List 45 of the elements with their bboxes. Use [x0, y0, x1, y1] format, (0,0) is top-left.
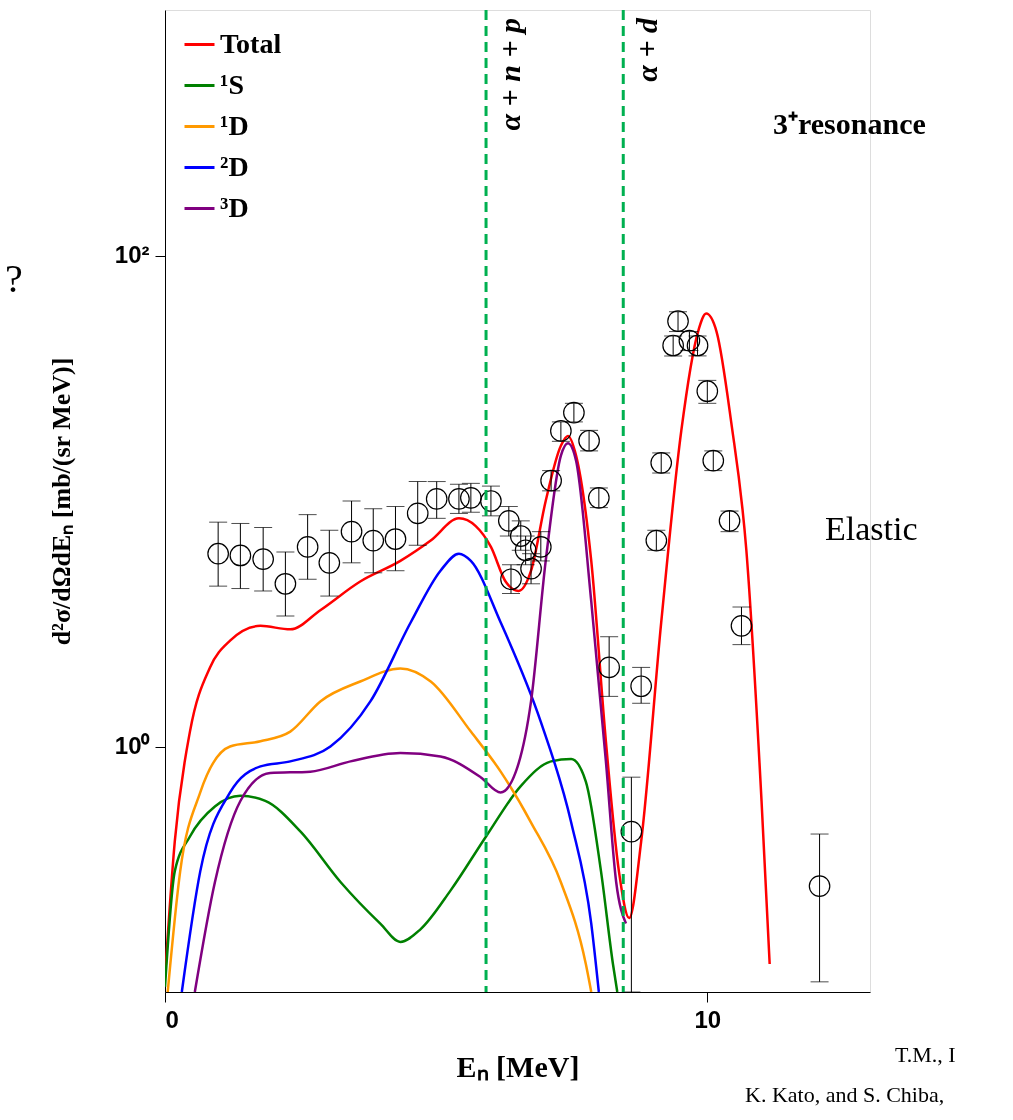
- text: T.M., I: [895, 1042, 956, 1067]
- point: [460, 487, 482, 509]
- point: [730, 615, 753, 637]
- point: [448, 488, 470, 510]
- y-tick-label: 10⁰: [114, 732, 151, 759]
- legend-label: Total: [220, 27, 282, 59]
- line-series: [166, 667, 593, 992]
- point: [425, 488, 448, 510]
- line-series: [193, 441, 628, 992]
- line-series: [165, 757, 619, 992]
- point: [480, 490, 502, 512]
- point: [274, 572, 297, 595]
- annotation: Elastic: [825, 510, 918, 547]
- point: [252, 548, 274, 570]
- point: [229, 544, 252, 567]
- text: ?: [5, 256, 23, 301]
- point: [406, 502, 429, 525]
- point: [384, 528, 407, 550]
- point: [500, 568, 522, 591]
- ref-line-label: α + n + p: [493, 18, 527, 131]
- point: [207, 542, 229, 565]
- point: [509, 525, 532, 547]
- x-tick-label: 0: [165, 1005, 179, 1033]
- point: [340, 520, 363, 543]
- x-tick-label: 10: [694, 1005, 722, 1033]
- legend-label: ²D: [220, 150, 249, 182]
- y-tick-label: 10²: [114, 241, 150, 268]
- point: [362, 529, 385, 552]
- point: [520, 557, 542, 580]
- point: [598, 656, 620, 679]
- legend-label: ¹D: [220, 109, 249, 141]
- line-series: [180, 552, 601, 992]
- point: [620, 820, 643, 843]
- ref-line-label: α + d: [630, 17, 664, 82]
- y-axis-title: d²σ/dΩdEₙ [mb/(sr MeV)]: [46, 357, 76, 646]
- point: [296, 536, 319, 558]
- annotation: 3⁺resonance: [773, 107, 926, 140]
- point: [529, 536, 552, 558]
- legend-label: ¹S: [220, 68, 244, 100]
- x-axis-title: Eₙ [MeV]: [456, 1049, 580, 1083]
- point: [318, 551, 341, 574]
- text: K. Kato, and S. Chiba,: [745, 1082, 945, 1107]
- point: [808, 875, 831, 897]
- legend-label: ³D: [220, 191, 249, 223]
- point: [630, 675, 652, 698]
